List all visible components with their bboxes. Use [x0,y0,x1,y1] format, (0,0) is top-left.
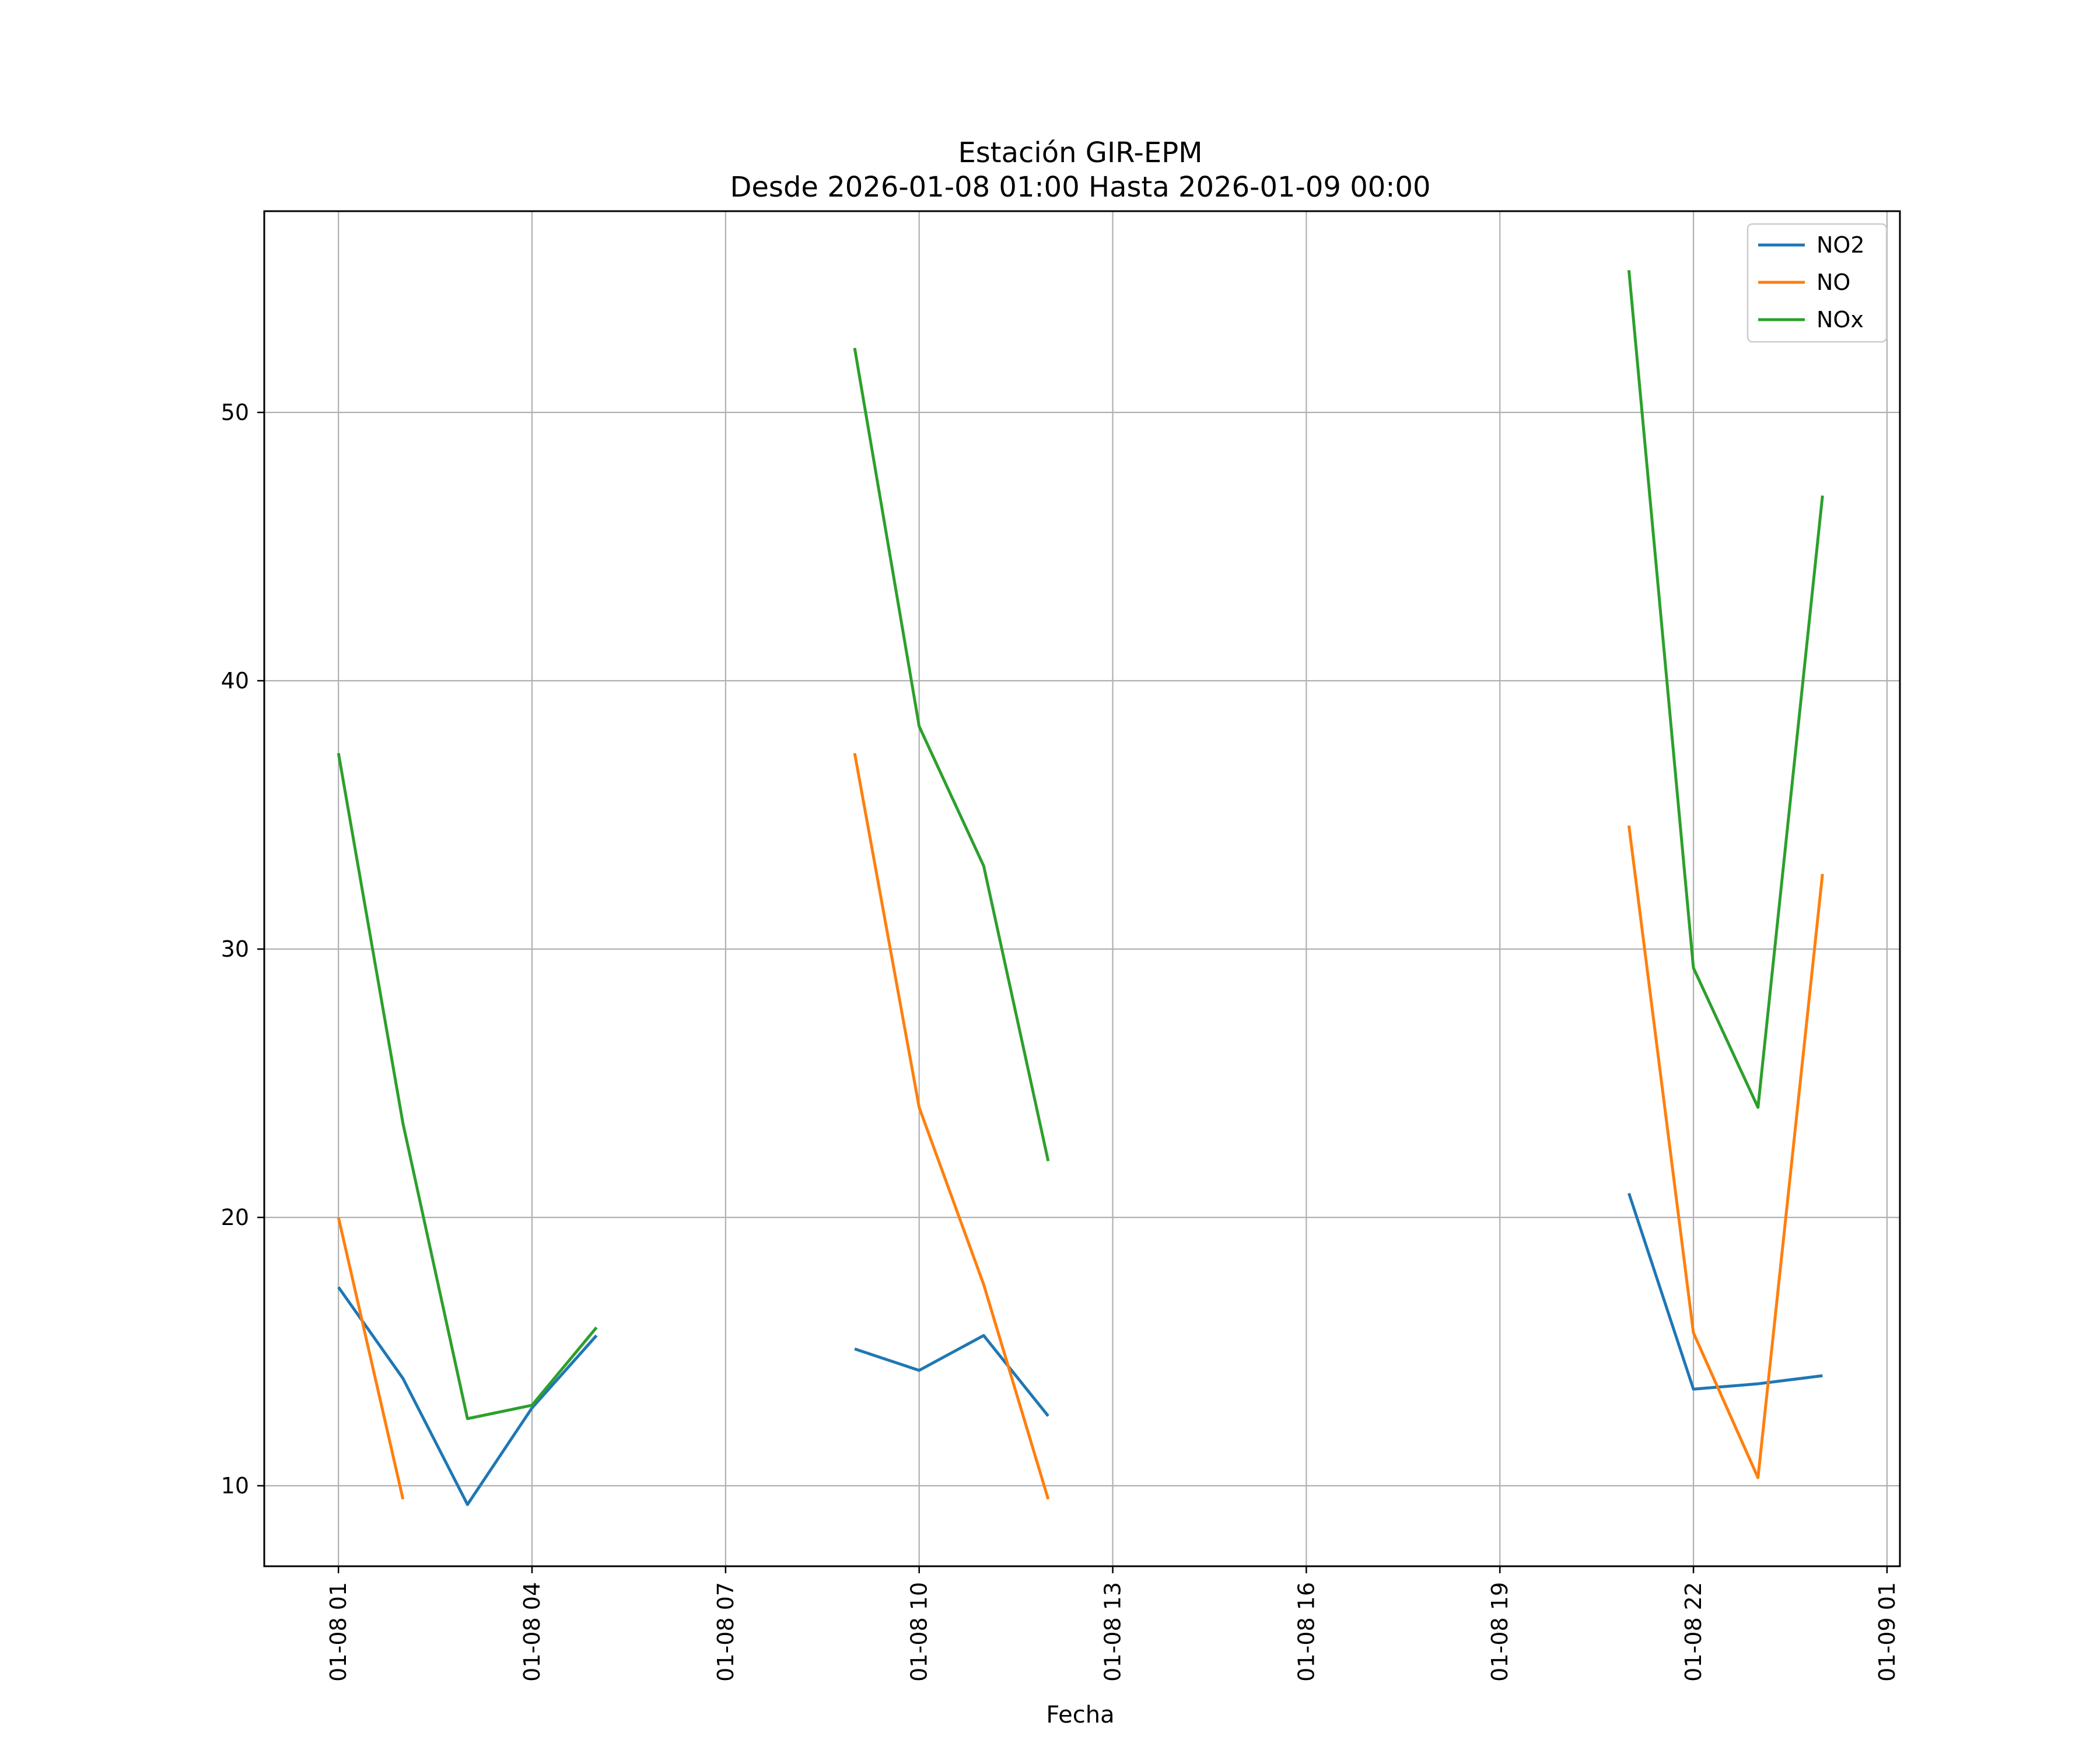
x-tick-label: 01-09 01 [1874,1582,1900,1682]
legend-label-nox: NOx [1817,307,1864,332]
legend-label-no2: NO2 [1817,232,1865,258]
series-line-no2 [337,1286,598,1506]
series-lines [337,270,1824,1506]
x-axis-label: Fecha [1046,1702,1114,1728]
legend: NO2 NO NOx [1746,223,1888,343]
y-tick-label: 10 [221,1473,249,1499]
x-tick-label: 01-08 22 [1681,1582,1706,1682]
x-tick-label: 01-08 04 [519,1582,545,1682]
y-tick-label: 20 [221,1205,249,1230]
series-line-nox [1627,270,1824,1109]
x-tick-label: 01-08 19 [1487,1582,1513,1682]
series-no2 [337,1192,1823,1506]
axis-ticks: 01-08 01 01-08 04 01-08 07 01-08 10 01-08 13… [221,400,1900,1682]
y-tick-label: 50 [221,400,249,425]
series-line-nox [337,752,598,1420]
series-no [337,752,1824,1500]
series-line-no [1627,825,1824,1479]
x-tick-label: 01-08 13 [1100,1582,1126,1682]
grid-lines [264,211,1900,1566]
series-nox [337,270,1824,1420]
x-tick-label: 01-08 01 [326,1582,351,1682]
chart-title: Estación GIR-EPM [958,136,1202,169]
x-tick-label: 01-08 07 [713,1582,738,1682]
legend-box [1746,223,1888,343]
y-tick-label: 30 [221,936,249,962]
series-line-nox [853,348,1050,1161]
legend-label-no: NO [1817,270,1850,295]
y-tick-label: 40 [221,668,249,694]
series-line-no2 [1628,1192,1823,1391]
series-line-no2 [854,1334,1049,1417]
chart-subtitle: Desde 2026-01-08 01:00 Hasta 2026-01-09 … [730,171,1430,204]
x-tick-label: 01-08 16 [1293,1582,1319,1682]
x-tick-label: 01-08 10 [907,1582,932,1682]
plot-frame [263,210,1901,1567]
series-line-no [337,1217,405,1500]
series-line-no [853,752,1050,1500]
